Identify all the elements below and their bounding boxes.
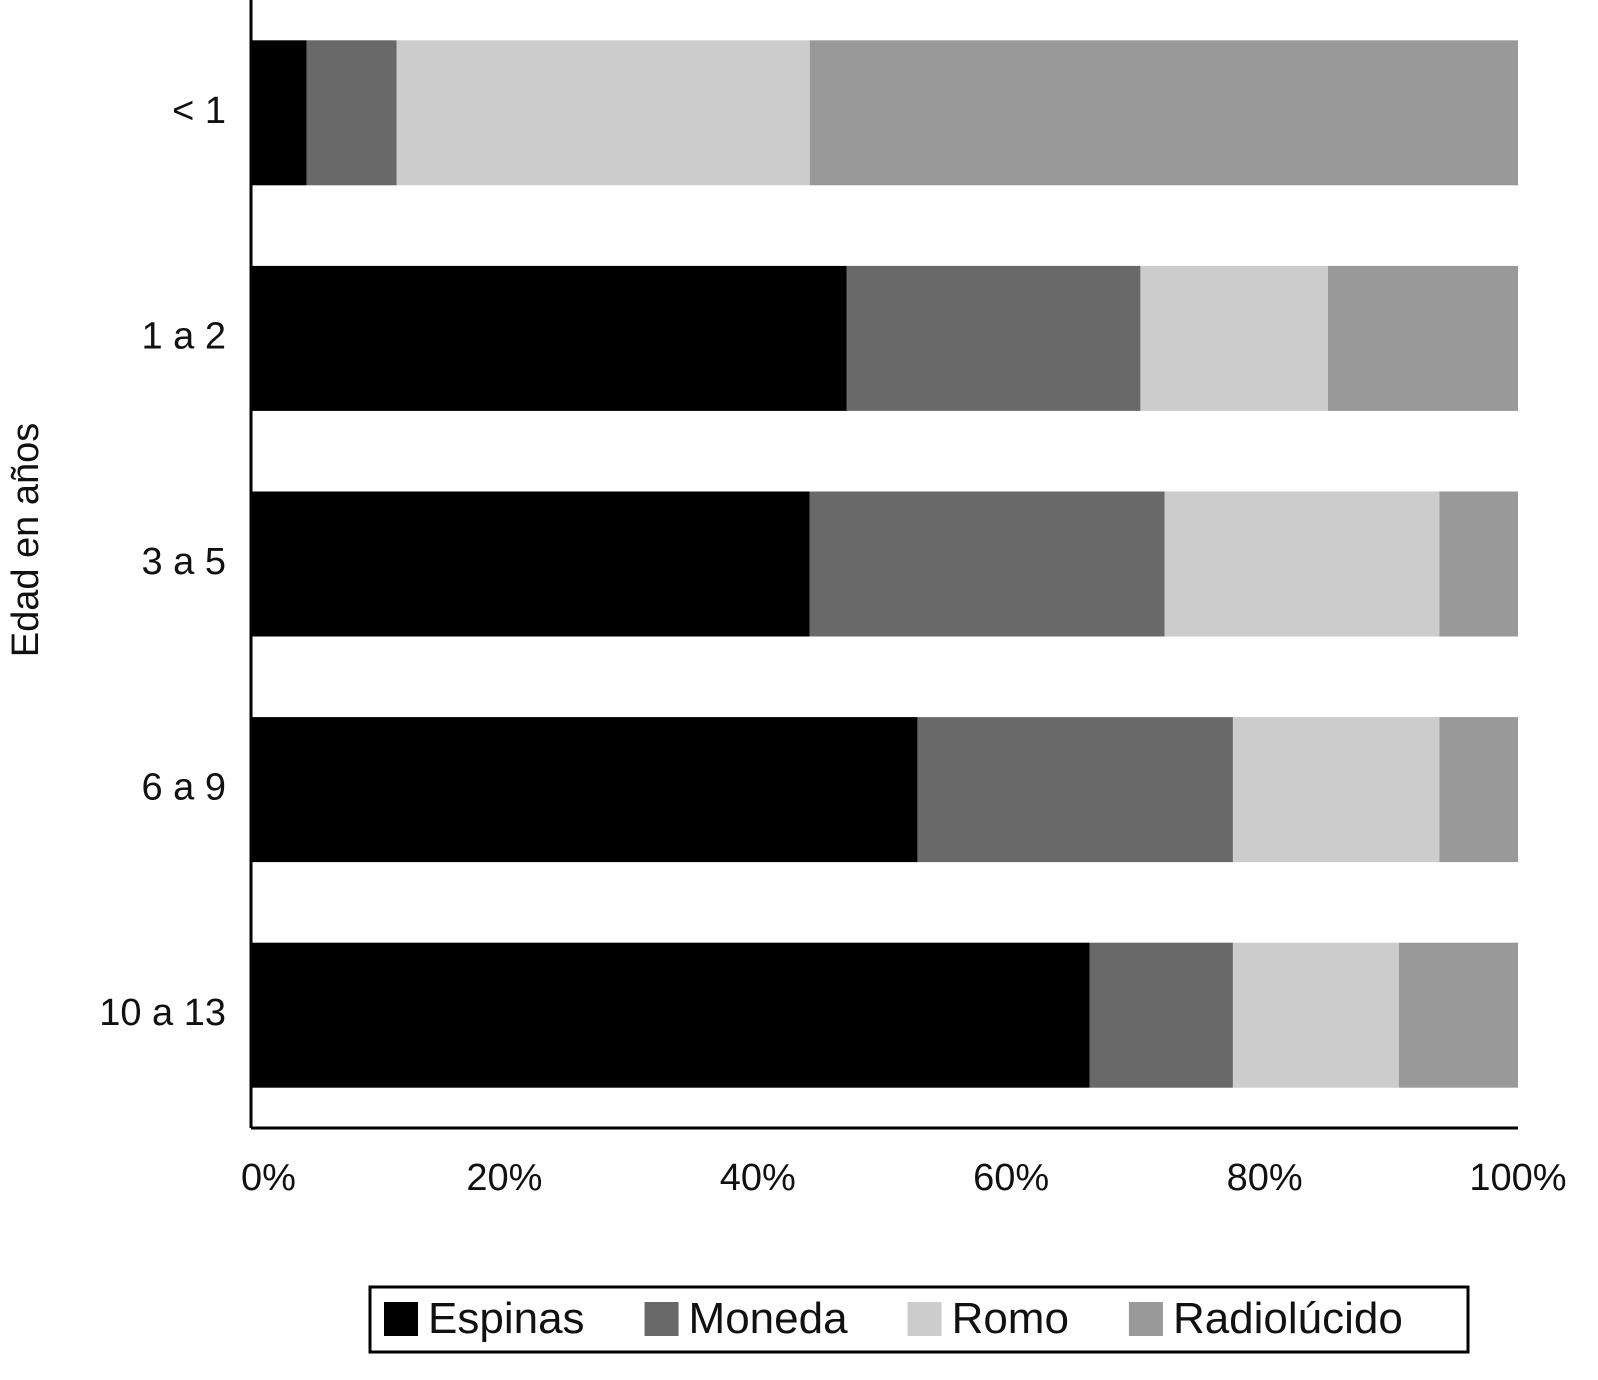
bar-segment xyxy=(1164,491,1440,637)
x-tick-label: 80% xyxy=(1227,1157,1303,1199)
y-tick-label: < 1 xyxy=(172,90,226,132)
bar-segment xyxy=(809,40,1518,186)
legend-label: Espinas xyxy=(428,1294,585,1343)
bar-segment xyxy=(1140,265,1328,411)
bar-segment xyxy=(396,40,810,186)
bar-segment xyxy=(1439,491,1518,637)
y-axis-title: Edad en años xyxy=(5,423,47,658)
bar-segment xyxy=(1327,265,1518,411)
y-tick-label: 3 a 5 xyxy=(141,541,226,583)
legend-box xyxy=(368,1285,1470,1354)
legend-label: Romo xyxy=(952,1294,1069,1343)
bar-segment xyxy=(251,942,1090,1088)
bar-segment xyxy=(251,717,918,863)
bar-segment xyxy=(251,40,307,186)
x-tick-label: 40% xyxy=(720,1157,796,1199)
legend-swatch xyxy=(644,1302,679,1336)
bar-segment xyxy=(917,717,1233,863)
legend-swatch xyxy=(384,1302,418,1336)
bar-segment xyxy=(809,491,1165,637)
bar-segment xyxy=(1232,942,1399,1088)
bar-segment xyxy=(251,491,810,637)
y-tick-label: 1 a 2 xyxy=(141,315,226,357)
bar-segment xyxy=(306,40,397,186)
legend-swatch xyxy=(1128,1302,1163,1336)
bar-segment xyxy=(1089,942,1233,1088)
bar-segment xyxy=(1398,942,1518,1088)
legend-label: Radiolúcido xyxy=(1173,1294,1403,1343)
x-tick-label: 20% xyxy=(466,1157,542,1199)
bar-segment xyxy=(251,265,847,411)
legend-label: Moneda xyxy=(689,1294,849,1343)
bar-segment xyxy=(846,265,1141,411)
y-tick-label: 10 a 13 xyxy=(99,992,226,1034)
bar-segment xyxy=(1439,717,1518,863)
x-tick-label: 100% xyxy=(1469,1157,1566,1199)
x-tick-label: 60% xyxy=(973,1157,1049,1199)
bar-segment xyxy=(1232,717,1440,863)
y-tick-label: 6 a 9 xyxy=(141,767,226,809)
x-tick-label: 0% xyxy=(241,1157,296,1199)
legend-swatch xyxy=(907,1302,942,1336)
